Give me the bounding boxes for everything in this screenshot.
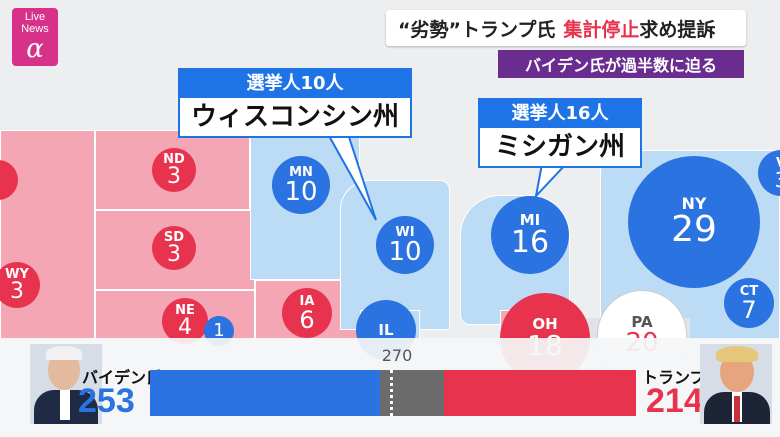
wisconsin-electors: 選挙人10人 [180, 70, 410, 98]
state-circle-vt: V 3 [758, 150, 780, 196]
state-votes: 16 [510, 224, 550, 260]
state-votes: 1 [213, 320, 225, 341]
threshold-label: 270 [381, 346, 413, 365]
state-circle-wi: WI 10 [376, 216, 434, 274]
state-votes: 3 [775, 170, 780, 190]
biden-label: バイデン氏 [82, 368, 163, 387]
electoral-tally-bar: バイデン氏 253 270 トランプ氏 214 [0, 338, 780, 437]
state-abbr: ND [163, 151, 185, 167]
state-circle-sd: SD 3 [152, 226, 196, 270]
headline-prefix: “劣勢”トランプ氏 [398, 18, 556, 41]
state-abbr: WI [395, 224, 415, 240]
state-abbr: SD [163, 229, 185, 245]
majority-line [390, 370, 396, 416]
main-headline: “劣勢”トランプ氏 集計停止 求め提訴 [386, 10, 746, 46]
biden-votes: 253 [78, 382, 135, 420]
sub-headline: バイデン氏が過半数に迫る [498, 50, 744, 78]
logo-alpha-symbol: α [26, 34, 44, 64]
state-votes: 6 [299, 305, 315, 334]
state-circle-partial [0, 160, 18, 200]
state-votes: 29 [671, 209, 717, 250]
michigan-callout-pointer [534, 164, 568, 200]
state-circle-ia: IA 6 [282, 288, 332, 338]
wisconsin-callout: 選挙人10人 ウィスコンシン州 [178, 68, 412, 138]
state-circle-ct: CT 7 [724, 278, 774, 328]
michigan-callout: 選挙人16人 ミシガン州 [478, 98, 642, 168]
state-abbr: CT [739, 283, 759, 299]
state-circle-wy: WY 3 [0, 262, 40, 308]
headline-suffix: 求め提訴 [639, 18, 716, 41]
biden-progress-fill [150, 370, 380, 416]
state-votes: 3 [167, 163, 181, 189]
state-abbr: PA [631, 312, 653, 331]
headline-highlight: 集計停止 [563, 18, 640, 41]
live-news-alpha-logo: Live News α [12, 8, 58, 66]
state-circle-mi: MI 16 [491, 196, 569, 274]
state-abbr: WY [5, 266, 29, 282]
michigan-electors: 選挙人16人 [480, 100, 640, 128]
state-votes: 10 [388, 236, 422, 267]
state-votes: 3 [10, 278, 24, 304]
state-abbr: IL [378, 320, 394, 339]
tally-progress-track [150, 370, 636, 416]
state-abbr: MI [519, 210, 541, 229]
state-votes: 3 [167, 241, 181, 267]
trump-votes: 214 [646, 382, 703, 420]
logo-line1: Live [24, 11, 46, 23]
state-abbr: IA [299, 293, 315, 309]
state-abbr: NE [175, 302, 195, 318]
state-circle-nd: ND 3 [152, 148, 196, 192]
state-abbr: MN [289, 164, 313, 180]
state-votes: 7 [741, 295, 757, 324]
trump-progress-fill [444, 370, 636, 416]
state-votes: 10 [284, 176, 318, 207]
michigan-state-name: ミシガン州 [494, 132, 625, 162]
biden-avatar [30, 344, 102, 424]
state-abbr: V [776, 157, 780, 170]
state-votes: 4 [178, 314, 192, 340]
wisconsin-callout-pointer [326, 134, 377, 221]
trump-avatar [700, 344, 772, 424]
state-circle-ny: NY 29 [628, 156, 760, 288]
state-abbr: OH [532, 314, 558, 333]
logo-line2: News [21, 23, 49, 35]
state-region-west [0, 130, 95, 340]
state-abbr: NY [681, 194, 707, 213]
state-circle-mn: MN 10 [272, 156, 330, 214]
state-circle-ne: NE 4 [162, 298, 208, 344]
wisconsin-state-name: ウィスコンシン州 [190, 102, 399, 132]
